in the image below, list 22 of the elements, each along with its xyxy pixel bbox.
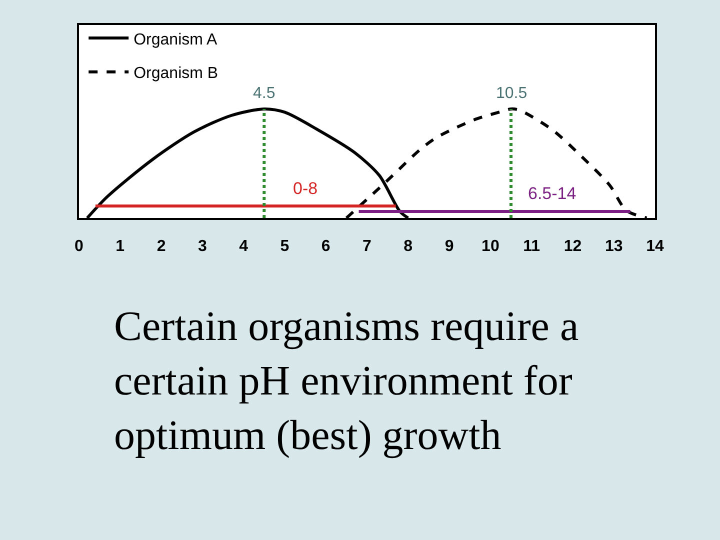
annotation: 6.5-14 <box>528 184 576 203</box>
x-tick-label: 14 <box>646 238 664 255</box>
x-tick-label: 6 <box>321 238 330 255</box>
legend-label: Organism A <box>134 31 218 48</box>
legend-label: Organism B <box>134 65 218 82</box>
x-tick-label: 10 <box>482 238 500 255</box>
ref-line-label: 10.5 <box>496 85 528 102</box>
x-tick-label: 2 <box>156 238 166 255</box>
x-tick-label: 12 <box>564 238 582 255</box>
x-tick-label: 1 <box>116 238 125 255</box>
ref-line-label: 4.5 <box>253 85 276 102</box>
x-tick-label: 5 <box>280 238 290 255</box>
x-tick-label: 9 <box>444 238 454 255</box>
x-tick-label: 7 <box>362 238 372 255</box>
x-tick-label: 4 <box>239 238 248 255</box>
x-tick-label: 0 <box>74 238 84 255</box>
annotation: 0-8 <box>293 179 318 198</box>
x-tick-label: 8 <box>404 238 413 255</box>
x-tick-label: 3 <box>198 238 207 255</box>
x-tick-label: 13 <box>604 238 623 255</box>
x-tick-label: 11 <box>523 238 540 255</box>
text: Certain organisms require a certain pH environment for optimum (best) growth <box>114 304 579 460</box>
